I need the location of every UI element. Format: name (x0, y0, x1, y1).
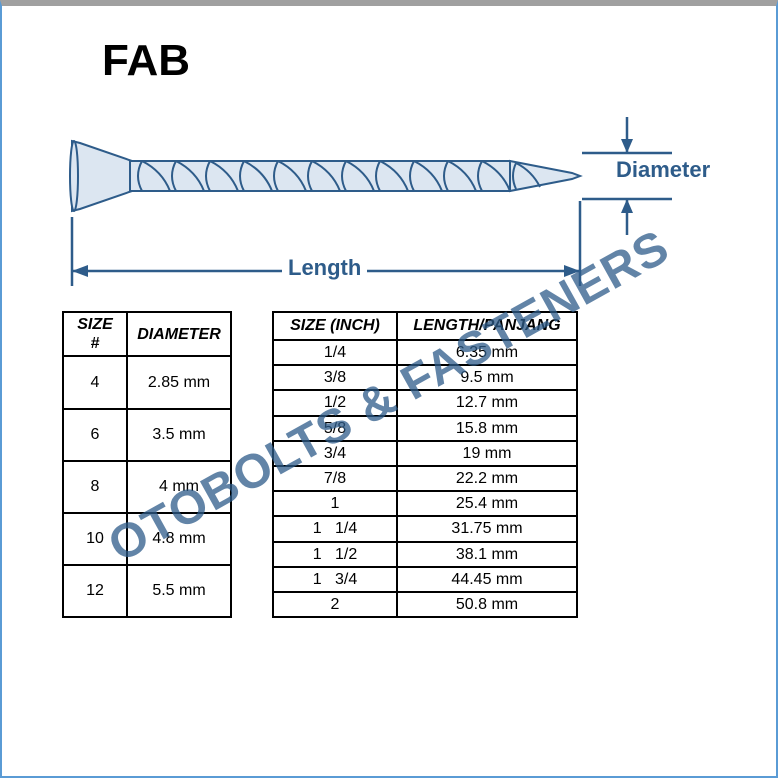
col-size-inch: SIZE (INCH) (273, 312, 397, 340)
size-diameter-table: SIZE # DIAMETER 42.85 mm63.5 mm84 mm104.… (62, 311, 232, 618)
table-cell: 1 1/2 (273, 542, 397, 567)
table-cell: 2.85 mm (127, 356, 231, 408)
table-cell: 5.5 mm (127, 565, 231, 617)
table-cell: 4.8 mm (127, 513, 231, 565)
table-row: 42.85 mm (63, 356, 231, 408)
table-cell: 44.45 mm (397, 567, 577, 592)
table-row: 3/419 mm (273, 441, 577, 466)
table-cell: 15.8 mm (397, 416, 577, 441)
table-cell: 1 1/4 (273, 516, 397, 541)
col-length-mm: LENGTH/PANJANG (397, 312, 577, 340)
length-table: SIZE (INCH) LENGTH/PANJANG 1/46.35 mm3/8… (272, 311, 578, 618)
table-cell: 38.1 mm (397, 542, 577, 567)
table-cell: 7/8 (273, 466, 397, 491)
table-row: 1/212.7 mm (273, 390, 577, 415)
tables-row: SIZE # DIAMETER 42.85 mm63.5 mm84 mm104.… (62, 311, 736, 618)
table-row: 1/46.35 mm (273, 340, 577, 365)
table-row: 3/89.5 mm (273, 365, 577, 390)
table-row: 250.8 mm (273, 592, 577, 617)
table-cell: 10 (63, 513, 127, 565)
table-cell: 50.8 mm (397, 592, 577, 617)
screw-diagram: Length Diameter (42, 111, 682, 301)
table-cell: 12.7 mm (397, 390, 577, 415)
table-cell: 25.4 mm (397, 491, 577, 516)
table-cell: 12 (63, 565, 127, 617)
table-row: 63.5 mm (63, 409, 231, 461)
col-size-num: SIZE # (63, 312, 127, 356)
table-row: 1 1/238.1 mm (273, 542, 577, 567)
table-row: 104.8 mm (63, 513, 231, 565)
table-cell: 8 (63, 461, 127, 513)
diameter-label: Diameter (614, 157, 712, 183)
table-cell: 22.2 mm (397, 466, 577, 491)
table-cell: 19 mm (397, 441, 577, 466)
table-row: 125.4 mm (273, 491, 577, 516)
table-row: 125.5 mm (63, 565, 231, 617)
table-cell: 6 (63, 409, 127, 461)
table-cell: 31.75 mm (397, 516, 577, 541)
table-row: 84 mm (63, 461, 231, 513)
table-cell: 1/4 (273, 340, 397, 365)
table-cell: 6.35 mm (397, 340, 577, 365)
product-code-title: FAB (102, 36, 736, 86)
table-cell: 9.5 mm (397, 365, 577, 390)
table-cell: 5/8 (273, 416, 397, 441)
table-row: 1 3/444.45 mm (273, 567, 577, 592)
length-label: Length (282, 255, 367, 281)
table-cell: 1/2 (273, 390, 397, 415)
table-row: 5/815.8 mm (273, 416, 577, 441)
table-row: 1 1/431.75 mm (273, 516, 577, 541)
table-row: 7/822.2 mm (273, 466, 577, 491)
table-cell: 3/8 (273, 365, 397, 390)
table-cell: 4 mm (127, 461, 231, 513)
table-cell: 3.5 mm (127, 409, 231, 461)
table-cell: 2 (273, 592, 397, 617)
table-cell: 1 3/4 (273, 567, 397, 592)
table-cell: 4 (63, 356, 127, 408)
col-diameter: DIAMETER (127, 312, 231, 356)
table-cell: 3/4 (273, 441, 397, 466)
table-cell: 1 (273, 491, 397, 516)
